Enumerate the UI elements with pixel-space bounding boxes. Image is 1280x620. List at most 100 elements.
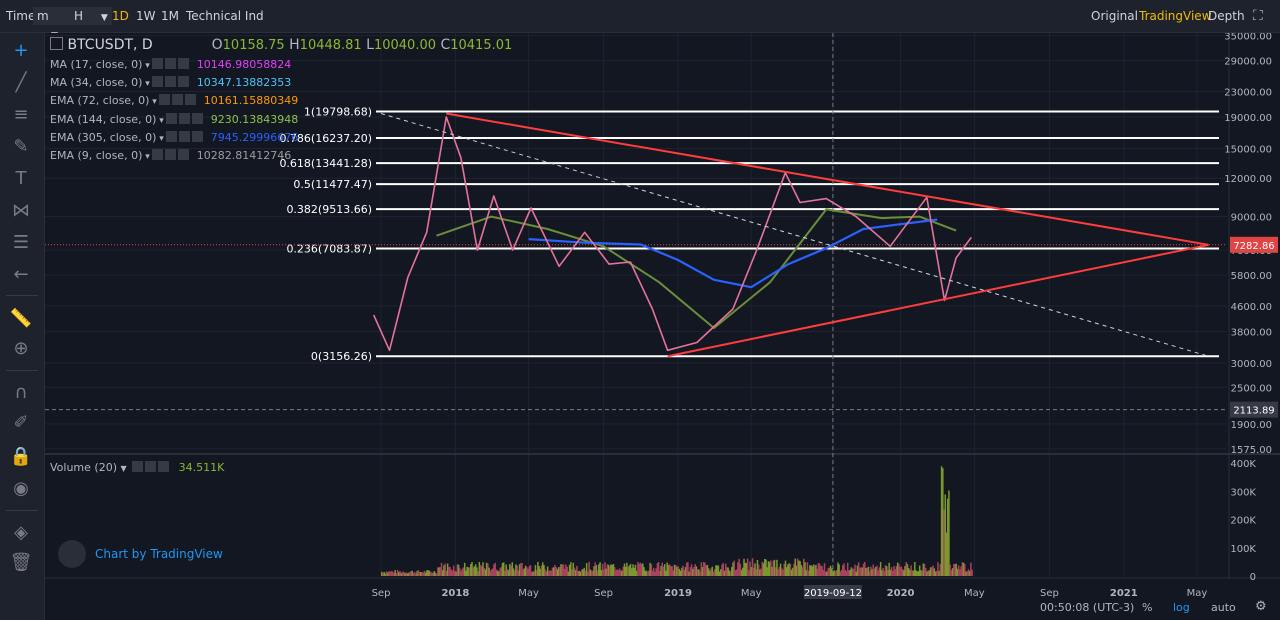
auto-toggle[interactable]: auto: [1211, 601, 1236, 614]
settings-icon[interactable]: [158, 94, 170, 106]
volume-bar: [570, 562, 572, 576]
fib-level-label: 0.5(11477.47): [293, 178, 372, 191]
volume-bar: [798, 560, 800, 576]
magnet-icon[interactable]: ∩: [14, 382, 28, 403]
text-icon[interactable]: T: [15, 168, 27, 189]
visibility-icon[interactable]: [178, 112, 190, 124]
eye-icon[interactable]: ◉: [13, 478, 29, 499]
volume-bar: [695, 566, 698, 576]
interval-1w[interactable]: 1W: [136, 9, 156, 23]
close-icon[interactable]: [184, 94, 196, 106]
trash-icon[interactable]: 🗑: [9, 552, 33, 573]
volume-bar: [539, 568, 542, 576]
volume-bar: [831, 568, 833, 576]
caret-down-icon[interactable]: ▾: [156, 133, 164, 144]
settings-icon[interactable]: [151, 58, 163, 69]
volume-bar: [861, 567, 864, 576]
price-chart[interactable]: 35000.00 29000.00 23000.00 19000.00 15000.00…: [45, 33, 1280, 620]
volume-bar: [385, 571, 388, 576]
close-icon[interactable]: [191, 112, 203, 124]
caret-down-icon[interactable]: ▾: [156, 115, 164, 126]
zoom-icon[interactable]: ⊕: [13, 338, 29, 359]
interval-1m[interactable]: 1M: [161, 9, 179, 23]
volume-bar: [942, 468, 944, 576]
volume-bar: [968, 571, 971, 576]
volume-bar: [761, 561, 764, 576]
indicator-name: EMA (9, close, 0): [50, 149, 143, 162]
indicator-name: MA (17, close, 0): [50, 58, 143, 71]
pattern-icon[interactable]: ⋈: [12, 200, 30, 221]
volume-bar: [649, 562, 651, 576]
settings-icon[interactable]: [165, 130, 177, 142]
volume-bar: [445, 570, 448, 576]
close-icon[interactable]: [177, 149, 189, 160]
minute-dropdown[interactable]: m ▼: [33, 7, 75, 41]
indicator-legend-row: EMA (305, close, 0) ▾ 7945.29996676: [50, 130, 298, 144]
technical-indicators-button[interactable]: Technical Ind: [186, 9, 264, 23]
volume-bar: [431, 572, 433, 576]
settings-icon[interactable]: [165, 112, 177, 124]
settings-icon[interactable]: [151, 76, 163, 88]
view-depth[interactable]: Depth: [1208, 9, 1245, 23]
volume-bar: [487, 563, 489, 576]
caret-down-icon[interactable]: ▼: [120, 464, 127, 473]
gear-icon[interactable]: ⚙: [1255, 599, 1267, 614]
volume-bar: [420, 572, 422, 576]
visibility-icon[interactable]: [164, 58, 176, 69]
fib-level-label: 0.618(13441.28): [279, 157, 372, 170]
volume-bar: [593, 566, 595, 576]
crosshair-icon[interactable]: +: [13, 40, 29, 61]
horizontal-lines-icon[interactable]: ≡: [13, 104, 29, 125]
visibility-icon[interactable]: [145, 461, 157, 472]
time-button[interactable]: Time: [6, 9, 36, 23]
lock-icon[interactable]: 🔒: [9, 446, 33, 467]
volume-bar: [476, 567, 478, 576]
caret-down-icon[interactable]: ▾: [149, 97, 157, 108]
volume-bar: [485, 562, 488, 576]
volume-bar: [411, 570, 413, 576]
caret-down-icon[interactable]: ▾: [142, 152, 150, 162]
fib-icon[interactable]: ☰: [12, 232, 30, 253]
volume-bar: [673, 564, 676, 576]
visibility-icon[interactable]: [171, 94, 183, 106]
drawing-mode-icon[interactable]: ✐: [13, 412, 29, 433]
log-toggle[interactable]: log: [1173, 601, 1190, 614]
caret-down-icon[interactable]: ▾: [142, 61, 150, 71]
caret-down-icon[interactable]: ▾: [142, 79, 150, 90]
brush-icon[interactable]: ✎: [13, 136, 29, 157]
fullscreen-icon[interactable]: ⛶: [1253, 8, 1263, 24]
volume-bar: [615, 570, 617, 576]
volume-bar: [501, 562, 504, 576]
volume-bar: [390, 571, 393, 576]
percent-toggle[interactable]: %: [1142, 601, 1153, 614]
volume-bar: [616, 569, 618, 576]
volume-bar: [796, 558, 799, 576]
close-icon[interactable]: [177, 58, 189, 69]
close-icon[interactable]: [191, 130, 203, 142]
visibility-icon[interactable]: [164, 149, 176, 160]
volume-bar: [382, 573, 384, 576]
visibility-icon[interactable]: [164, 76, 176, 88]
view-original[interactable]: Original: [1091, 9, 1138, 23]
settings-icon[interactable]: [151, 149, 163, 160]
volume-bar: [925, 567, 927, 576]
close-icon[interactable]: [177, 76, 189, 88]
collapse-icon[interactable]: [50, 37, 63, 50]
ruler-icon[interactable]: 📏: [9, 308, 33, 329]
close-icon[interactable]: [158, 461, 170, 472]
visibility-icon[interactable]: [178, 130, 190, 142]
trendline-icon[interactable]: ╱: [15, 72, 27, 93]
volume-bar: [920, 570, 922, 576]
layers-icon[interactable]: ◈: [14, 522, 28, 543]
volume-bar: [723, 570, 726, 576]
watermark[interactable]: Chart by TradingView: [95, 547, 223, 561]
volume-bar: [451, 570, 454, 576]
view-tradingview[interactable]: TradingView: [1139, 9, 1212, 23]
settings-icon[interactable]: [132, 461, 144, 472]
volume-bar: [807, 570, 810, 576]
time-tick-label: Sep: [372, 588, 391, 599]
hour-dropdown[interactable]: H ▼: [70, 7, 112, 25]
back-arrow-icon[interactable]: ←: [13, 264, 29, 285]
volume-bar: [523, 568, 526, 576]
interval-1d[interactable]: 1D: [112, 9, 129, 23]
